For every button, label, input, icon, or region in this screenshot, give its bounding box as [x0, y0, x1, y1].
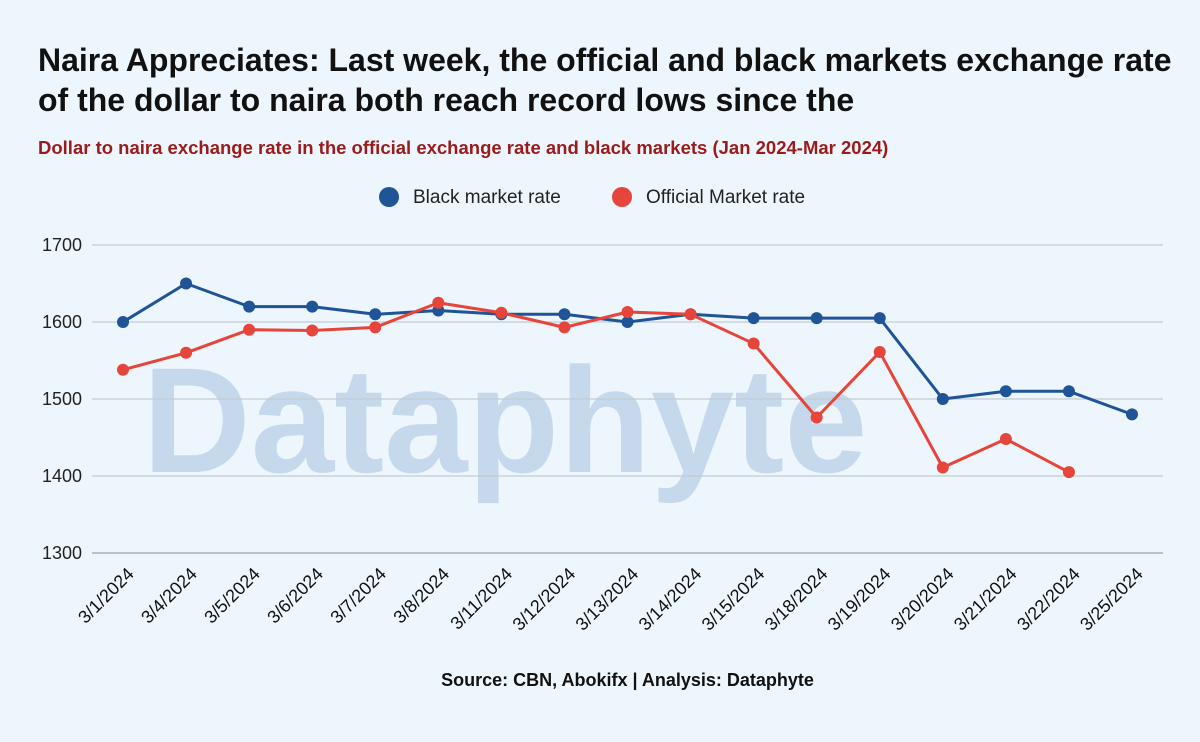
- data-point: [621, 305, 634, 318]
- chart-subtitle: Dollar to naira exchange rate in the off…: [38, 137, 889, 158]
- legend-label: Official Market rate: [646, 187, 805, 208]
- data-point: [747, 337, 760, 350]
- data-point: [999, 433, 1012, 446]
- data-point: [432, 296, 445, 309]
- x-tick-label: 3/6/2024: [263, 564, 327, 628]
- y-tick-label: 1400: [42, 466, 82, 486]
- data-point: [558, 321, 571, 334]
- source-note: Source: CBN, Abokifx | Analysis: Dataphy…: [441, 670, 814, 690]
- data-point: [747, 312, 760, 325]
- y-tick-label: 1700: [42, 235, 82, 255]
- x-tick-label: 3/4/2024: [137, 564, 201, 628]
- series-1: [117, 296, 1075, 479]
- data-point: [369, 321, 382, 334]
- x-tick-label: 3/13/2024: [572, 564, 643, 635]
- y-tick-label: 1600: [42, 312, 82, 332]
- x-tick-label: 3/15/2024: [698, 564, 769, 635]
- data-point: [684, 308, 697, 321]
- y-axis-ticks: 1300 1400 1500 1600 1700: [42, 235, 82, 563]
- data-point: [873, 346, 886, 359]
- data-point: [243, 300, 256, 313]
- data-point: [180, 277, 193, 290]
- data-point: [621, 316, 634, 328]
- data-point: [495, 306, 508, 319]
- x-tick-label: 3/21/2024: [950, 564, 1021, 635]
- x-tick-label: 3/11/2024: [446, 564, 516, 634]
- data-point: [999, 385, 1012, 398]
- watermark-text: Dataphyte: [142, 336, 867, 504]
- series-line: [122, 301, 1070, 474]
- data-point: [873, 312, 886, 325]
- data-point: [306, 324, 319, 337]
- x-tick-label: 3/25/2024: [1076, 564, 1147, 635]
- grid-lines: [92, 244, 1163, 554]
- chart-title: Naira Appreciates: Last week, the offici…: [38, 42, 1172, 118]
- x-tick-label: 3/22/2024: [1013, 564, 1084, 635]
- x-tick-label: 3/7/2024: [326, 564, 390, 628]
- data-point: [243, 323, 256, 336]
- data-point: [306, 300, 319, 313]
- y-tick-label: 1300: [42, 543, 82, 563]
- data-point: [810, 411, 823, 424]
- data-point: [936, 461, 949, 474]
- x-tick-label: 3/19/2024: [824, 564, 895, 635]
- chart-legend: Black market rate Official Market rate: [379, 187, 805, 208]
- data-point: [558, 308, 571, 321]
- data-point: [810, 312, 823, 325]
- data-point: [117, 316, 129, 328]
- x-axis-ticks: 3/1/2024 3/4/2024 3/5/2024 3/6/2024 3/7/2024…: [74, 564, 1147, 635]
- x-tick-label: 3/20/2024: [887, 564, 958, 635]
- x-tick-label: 3/8/2024: [389, 564, 453, 628]
- legend-marker: [379, 187, 399, 207]
- data-point: [936, 393, 949, 405]
- data-point: [117, 363, 129, 376]
- data-point: [180, 346, 193, 359]
- legend-marker: [612, 187, 632, 207]
- x-tick-label: 3/5/2024: [200, 564, 264, 628]
- y-tick-label: 1500: [42, 389, 82, 409]
- x-tick-label: 3/12/2024: [509, 564, 580, 635]
- data-point: [1062, 466, 1075, 479]
- data-point: [1126, 408, 1138, 421]
- x-tick-label: 3/14/2024: [635, 564, 706, 635]
- data-point: [369, 308, 382, 321]
- x-tick-label: 3/1/2024: [74, 564, 138, 628]
- data-point: [1062, 385, 1075, 398]
- legend-label: Black market rate: [413, 187, 561, 208]
- series-group: [117, 277, 1138, 479]
- x-tick-label: 3/18/2024: [761, 564, 832, 635]
